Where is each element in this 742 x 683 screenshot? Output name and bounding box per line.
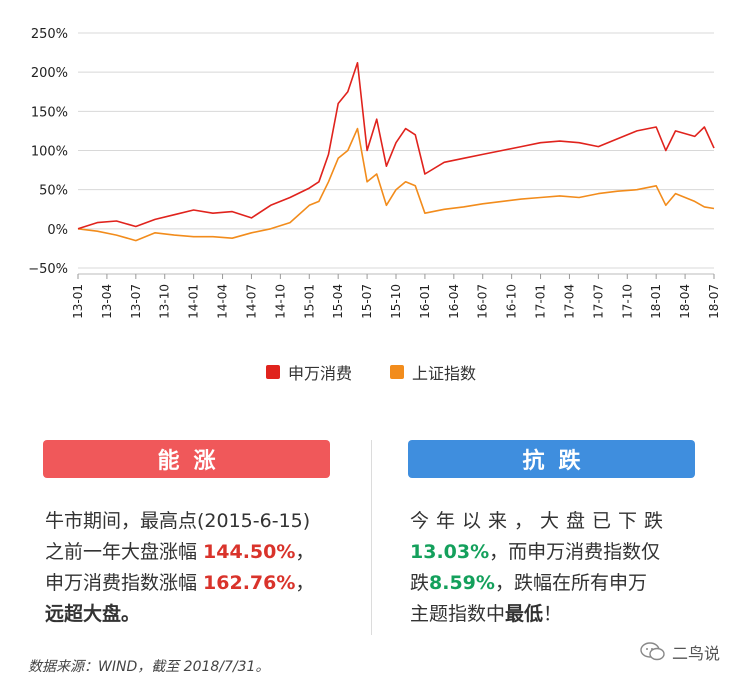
chart-legend: 申万消费 上证指数 — [0, 360, 742, 384]
market-drop-value: 13.03% — [410, 541, 490, 563]
x-tick-label: 13-04 — [100, 284, 114, 319]
left-line-2-pre: 之前一年大盘涨幅 — [45, 541, 204, 563]
legend-label: 上证指数 — [412, 364, 477, 383]
watermark-text: 二鸟说 — [671, 644, 720, 663]
x-tick-label: 18-01 — [649, 284, 663, 319]
y-tick-label: 150% — [31, 105, 68, 120]
y-tick-label: 200% — [31, 66, 68, 81]
left-line-3-pre: 申万消费指数涨幅 — [45, 572, 204, 594]
x-tick-label: 15-10 — [389, 284, 403, 319]
left-panel-title: 能涨 — [43, 440, 330, 478]
chart-grid — [78, 32, 714, 275]
left-line-1: 牛市期间，最高点(2015-6-15) — [45, 510, 311, 532]
right-line-2: 13.03%，而申万消费指数仅 — [410, 537, 710, 568]
right-panel-text: 今年以来，大盘已下跌 13.03%，而申万消费指数仅 跌8.59%，跌幅在所有申… — [410, 506, 710, 630]
right-line-3: 跌8.59%，跌幅在所有申万 — [410, 568, 710, 599]
market-gain-value: 144.50% — [203, 541, 296, 563]
right-panel-title: 抗跌 — [408, 440, 695, 478]
line-chart: 250%200%150%100%50%0%−50% 13-01 13-04 13-0… — [28, 27, 721, 319]
wechat-icon — [640, 642, 665, 661]
right-line-4-pre: 主题指数中 — [410, 603, 506, 625]
y-tick-label: −50% — [28, 262, 68, 277]
legend-label: 申万消费 — [287, 364, 352, 383]
x-tick-label: 17-10 — [620, 284, 634, 319]
x-tick-label: 16-07 — [476, 284, 490, 319]
right-line-4-post: ！ — [543, 603, 563, 625]
right-line-4-bold: 最低 — [505, 603, 544, 625]
y-tick-label: 50% — [39, 184, 68, 199]
legend-swatch-orange — [390, 365, 404, 379]
left-line-3: 申万消费指数涨幅 162.76%， — [45, 568, 345, 599]
x-tick-label: 13-10 — [158, 284, 172, 319]
x-tick-label: 16-10 — [505, 284, 519, 319]
x-tick-label: 14-01 — [187, 284, 201, 319]
left-line-3-post: ， — [295, 572, 315, 594]
x-tick-label: 17-01 — [534, 284, 548, 319]
series-line-上证指数 — [77, 127, 715, 242]
legend-item-shanghai: 上证指数 — [390, 360, 476, 384]
right-line-4: 主题指数中最低！ — [410, 599, 710, 630]
right-line-3-post: ，跌幅在所有申万 — [494, 572, 647, 594]
x-tick-label: 17-07 — [591, 284, 605, 319]
right-line-1: 今年以来，大盘已下跌 — [410, 510, 671, 532]
x-tick-label: 15-07 — [360, 284, 374, 319]
consumer-drop-value: 8.59% — [429, 572, 495, 594]
x-tick-label: 13-07 — [129, 284, 143, 319]
left-line-2-post: ， — [295, 541, 315, 563]
x-tick-label: 15-01 — [302, 284, 316, 319]
legend-swatch-red — [265, 365, 280, 379]
x-tick-label: 15-04 — [331, 284, 345, 319]
series-line-申万消费 — [77, 61, 715, 230]
left-panel-text: 牛市期间，最高点(2015-6-15) 之前一年大盘涨幅 144.50%， 申万… — [45, 506, 345, 630]
y-tick-label: 100% — [31, 145, 68, 160]
x-tick-label: 16-01 — [418, 284, 432, 319]
left-panel-title-text: 能涨 — [157, 449, 230, 474]
legend-item-consumer: 申万消费 — [265, 360, 352, 384]
chart-series — [77, 61, 715, 242]
x-tick-label: 13-01 — [71, 284, 85, 319]
x-axis-ticks: 13-01 13-04 13-07 13-10 14-01 14-04 14-07 14-10… — [71, 274, 721, 319]
right-line-3-pre: 跌 — [410, 572, 430, 594]
panel-divider — [371, 440, 372, 635]
left-line-2: 之前一年大盘涨幅 144.50%， — [45, 537, 345, 568]
x-tick-label: 18-04 — [678, 284, 692, 319]
x-tick-label: 17-04 — [562, 284, 576, 319]
y-tick-label: 250% — [31, 27, 68, 42]
watermark: 二鸟说 — [640, 640, 720, 664]
data-source-note: 数据来源：WIND，截至 2018/7/31。 — [28, 659, 270, 675]
y-axis-ticks: 250% 200% 150% 100% 50% 0% −50% — [28, 27, 68, 277]
left-line-4: 远超大盘。 — [45, 603, 141, 625]
y-tick-label: 0% — [47, 223, 68, 238]
right-line-2-post: ，而申万消费指数仅 — [489, 541, 661, 563]
x-tick-label: 14-04 — [216, 284, 230, 319]
right-panel-title-text: 抗跌 — [522, 449, 595, 474]
consumer-gain-value: 162.76% — [203, 572, 296, 594]
x-tick-label: 16-04 — [447, 284, 461, 319]
x-tick-label: 14-10 — [273, 284, 287, 319]
x-tick-label: 14-07 — [244, 284, 258, 319]
x-tick-label: 18-07 — [707, 284, 721, 319]
